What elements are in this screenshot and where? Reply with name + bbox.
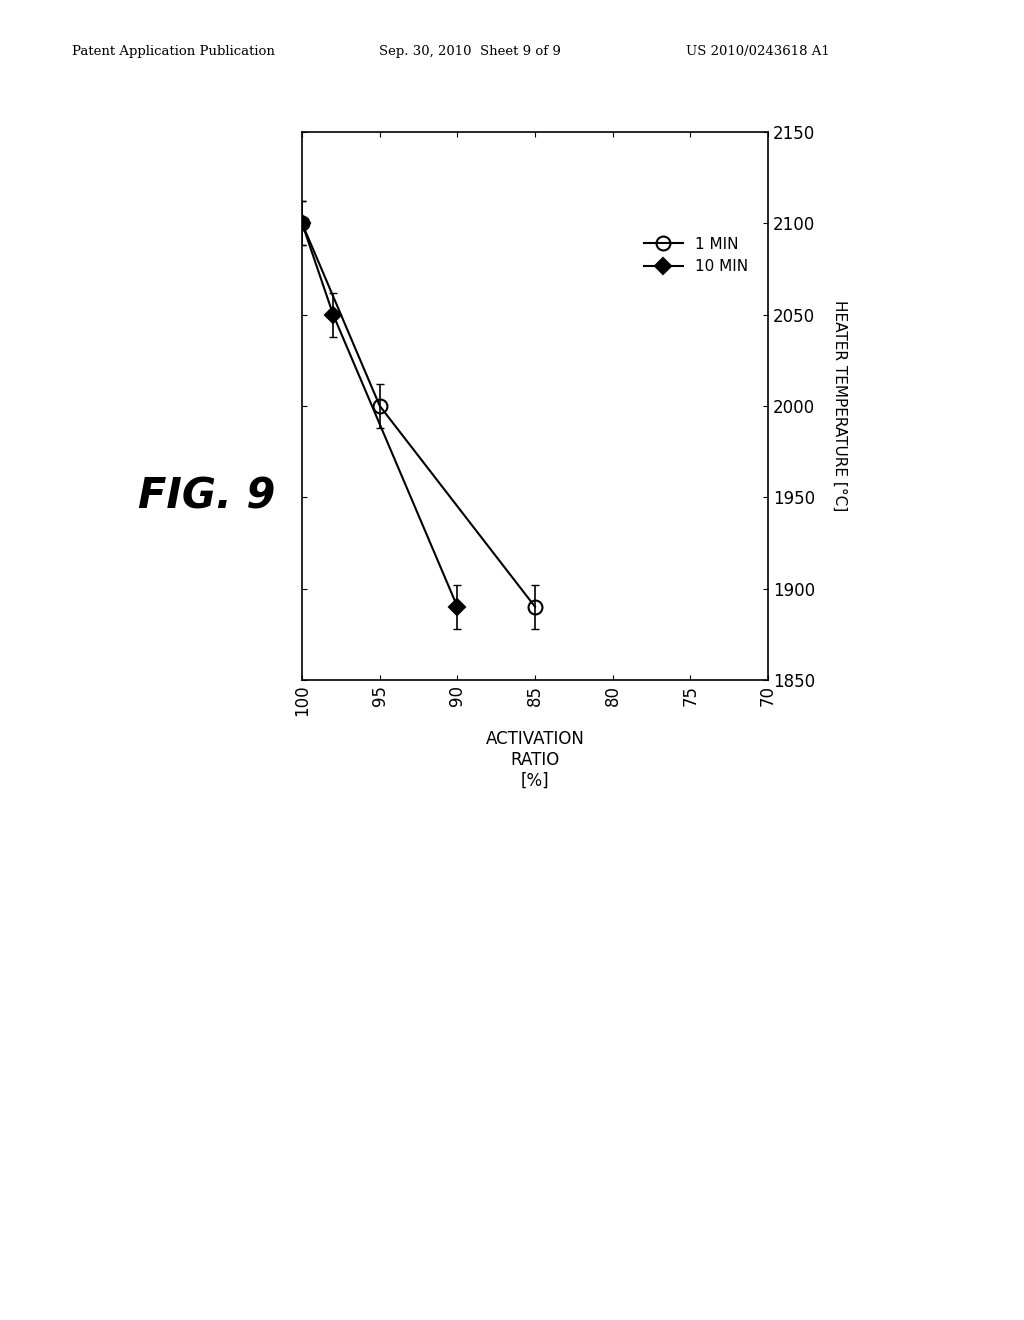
Text: FIG. 9: FIG. 9 [138, 475, 275, 517]
10 MIN [296, 215, 308, 231]
Text: Sep. 30, 2010  Sheet 9 of 9: Sep. 30, 2010 Sheet 9 of 9 [379, 45, 561, 58]
Text: US 2010/0243618 A1: US 2010/0243618 A1 [686, 45, 829, 58]
1 MIN [529, 599, 542, 615]
10 MIN [452, 599, 464, 615]
10 MIN [327, 306, 339, 322]
Line: 1 MIN: 1 MIN [295, 216, 542, 614]
1 MIN [374, 399, 386, 414]
Y-axis label: HEATER TEMPERATURE [°C]: HEATER TEMPERATURE [°C] [831, 300, 847, 512]
1 MIN [296, 215, 308, 231]
X-axis label: ACTIVATION
RATIO
[%]: ACTIVATION RATIO [%] [485, 730, 585, 789]
Text: Patent Application Publication: Patent Application Publication [72, 45, 274, 58]
Legend: 1 MIN, 10 MIN: 1 MIN, 10 MIN [638, 231, 754, 280]
Line: 10 MIN: 10 MIN [297, 218, 463, 612]
